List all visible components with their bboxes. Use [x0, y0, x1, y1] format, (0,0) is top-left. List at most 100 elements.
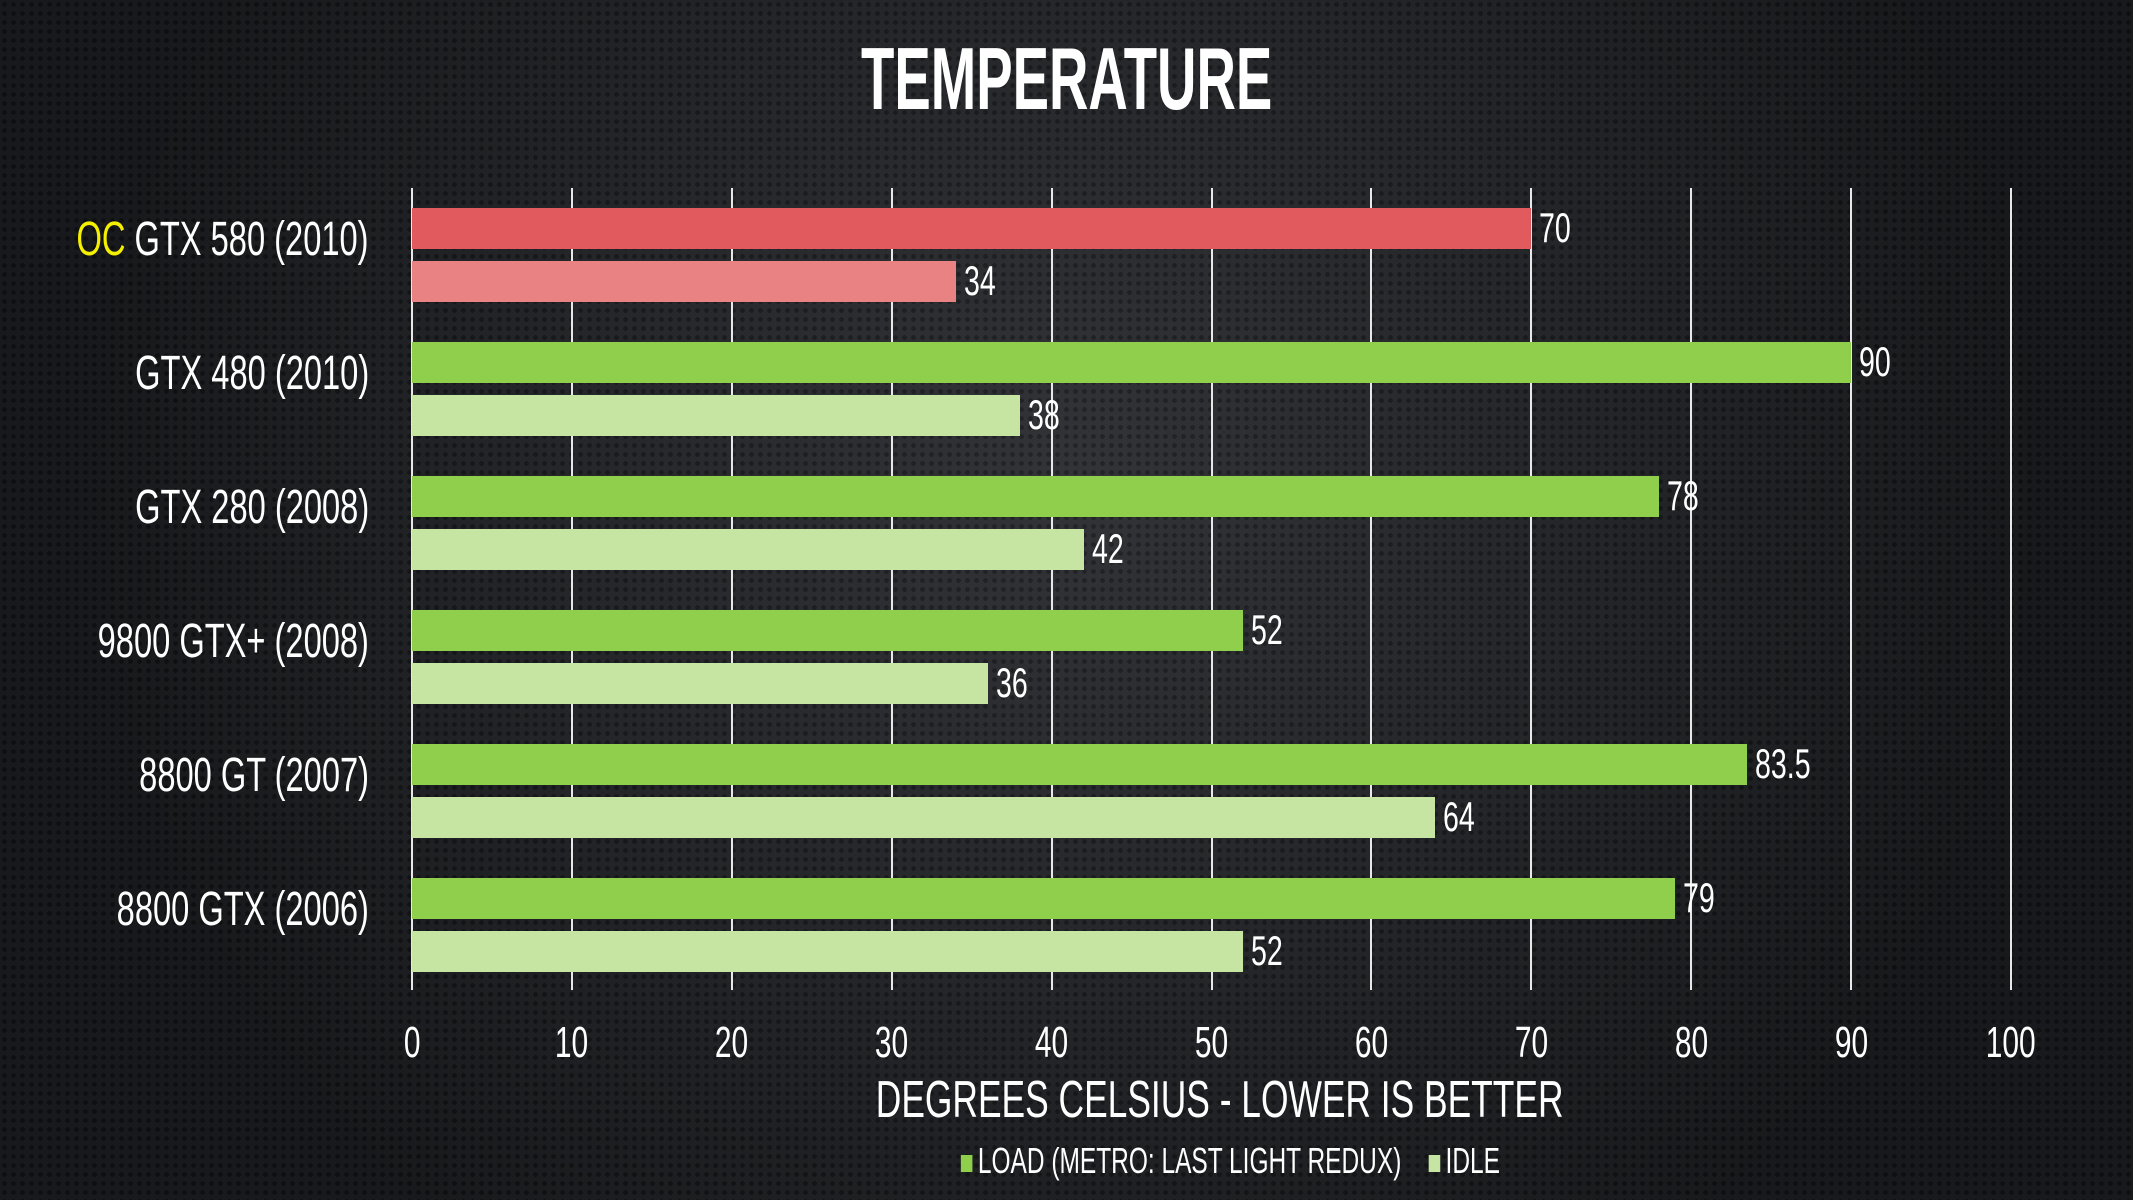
- data-label-text: 36: [995, 659, 1028, 706]
- x-axis-label: DEGREES CELSIUS - LOWER IS BETTER: [0, 1070, 2133, 1130]
- legend-item: LOAD (METRO: LAST LIGHT REDUX): [960, 1140, 1401, 1181]
- category-label-text: GTX 280 (2008): [135, 480, 369, 535]
- load-bar: [412, 342, 1852, 383]
- category-label: GTX 280 (2008): [25, 480, 369, 535]
- x-tick-label: 70: [1471, 1018, 1591, 1068]
- idle-bar: [412, 529, 1084, 570]
- gridline: [1690, 188, 1693, 990]
- data-label-text: 42: [1091, 525, 1124, 572]
- category-label: GTX 480 (2010): [25, 346, 369, 401]
- idle-bar: [412, 931, 1244, 972]
- legend-label: IDLE: [1445, 1140, 1500, 1181]
- x-tick-text: 0: [403, 1018, 421, 1067]
- data-label: 64: [1443, 793, 1490, 841]
- data-label: 79: [1683, 874, 1730, 922]
- data-label-text: 64: [1443, 793, 1476, 840]
- x-axis-label-text: DEGREES CELSIUS - LOWER IS BETTER: [876, 1071, 1564, 1129]
- data-label-text: 34: [963, 257, 996, 304]
- category-label: OC GTX 580 (2010): [0, 212, 369, 267]
- load-bar: [412, 744, 1748, 785]
- category-name: 8800 GT (2007): [139, 749, 369, 802]
- data-label-text: 70: [1539, 204, 1572, 251]
- load-bar: [412, 878, 1676, 919]
- x-tick-text: 80: [1674, 1018, 1708, 1067]
- x-tick-text: 50: [1194, 1018, 1229, 1067]
- idle-bar: [412, 261, 956, 302]
- gridline: [411, 188, 413, 990]
- data-label: 78: [1667, 472, 1714, 520]
- category-name: 8800 GTX (2006): [116, 883, 369, 936]
- x-tick-label: 80: [1631, 1018, 1751, 1068]
- x-tick-label: 30: [832, 1018, 952, 1068]
- chart-title-text: TEMPERATURE: [860, 29, 1273, 128]
- gridline: [1530, 188, 1533, 990]
- legend-items: LOAD (METRO: LAST LIGHT REDUX) IDLE: [960, 1140, 1500, 1182]
- data-label: 52: [1251, 927, 1298, 975]
- category-label: 9800 GTX+ (2008): [0, 614, 369, 669]
- data-label-text: 83.5: [1755, 740, 1811, 787]
- x-tick-text: 100: [1986, 1018, 2036, 1067]
- chart-title: TEMPERATURE: [0, 28, 2133, 130]
- x-tick-label: 90: [1791, 1018, 1911, 1068]
- x-tick-label: 40: [992, 1018, 1112, 1068]
- legend: LOAD (METRO: LAST LIGHT REDUX) IDLE: [0, 1140, 2133, 1182]
- data-label: 38: [1028, 391, 1075, 439]
- x-tick-text: 60: [1354, 1018, 1389, 1067]
- x-tick-label: 50: [1152, 1018, 1272, 1068]
- gridline: [1370, 188, 1373, 990]
- x-tick-label: 0: [352, 1018, 472, 1068]
- legend-swatch: [1428, 1154, 1440, 1172]
- data-label-text: 90: [1859, 338, 1891, 385]
- x-tick-text: 30: [875, 1018, 909, 1067]
- category-label-text: GTX 480 (2010): [135, 346, 369, 401]
- gridline: [1050, 188, 1053, 990]
- x-tick-text: 40: [1034, 1018, 1069, 1067]
- category-name: GTX 280 (2008): [134, 481, 369, 534]
- gridline: [1850, 188, 1853, 990]
- x-tick-label: 60: [1311, 1018, 1431, 1068]
- idle-bar: [412, 797, 1436, 838]
- data-label-text: 38: [1027, 391, 1060, 438]
- x-tick-text: 70: [1514, 1018, 1548, 1067]
- data-label-text: 79: [1683, 874, 1715, 921]
- category-label-text: 8800 GTX (2006): [117, 882, 369, 937]
- data-label-text: 52: [1251, 606, 1284, 653]
- category-name: GTX 580 (2010): [134, 213, 369, 266]
- legend-item: IDLE: [1428, 1140, 1500, 1181]
- gridline: [890, 188, 893, 990]
- x-tick-text: 90: [1834, 1018, 1868, 1067]
- data-label: 90: [1859, 338, 1906, 386]
- highlight-prefix: OC: [76, 213, 126, 266]
- category-label-text: OC GTX 580 (2010): [77, 212, 369, 267]
- data-label: 34: [964, 257, 1011, 305]
- data-label: 36: [996, 659, 1043, 707]
- load-bar: [412, 208, 1532, 249]
- x-tick-label: 100: [1951, 1018, 2071, 1068]
- data-label: 83.5: [1755, 740, 1837, 788]
- data-label-text: 78: [1667, 472, 1699, 519]
- data-label: 52: [1251, 606, 1298, 654]
- load-bar: [412, 610, 1244, 651]
- idle-bar: [412, 395, 1020, 436]
- data-label-text: 52: [1251, 927, 1284, 974]
- gridline: [730, 188, 733, 990]
- load-bar: [412, 476, 1660, 517]
- idle-bar: [412, 663, 988, 704]
- category-name: 9800 GTX+ (2008): [97, 615, 369, 668]
- category-label: 8800 GTX (2006): [0, 882, 369, 937]
- x-tick-label: 20: [672, 1018, 792, 1068]
- x-tick-text: 10: [555, 1018, 589, 1067]
- category-label-text: 9800 GTX+ (2008): [98, 614, 369, 669]
- category-name: GTX 480 (2010): [134, 347, 369, 400]
- gridline: [570, 188, 573, 990]
- category-label-text: 8800 GT (2007): [139, 748, 369, 803]
- gridline: [2010, 188, 2012, 990]
- legend-label: LOAD (METRO: LAST LIGHT REDUX): [977, 1140, 1401, 1181]
- legend-swatch: [960, 1154, 972, 1172]
- data-label: 70: [1539, 204, 1586, 252]
- category-label: 8800 GT (2007): [31, 748, 369, 803]
- x-tick-text: 20: [715, 1018, 749, 1067]
- data-label: 42: [1092, 525, 1139, 573]
- x-tick-label: 10: [512, 1018, 632, 1068]
- gridline: [1210, 188, 1213, 990]
